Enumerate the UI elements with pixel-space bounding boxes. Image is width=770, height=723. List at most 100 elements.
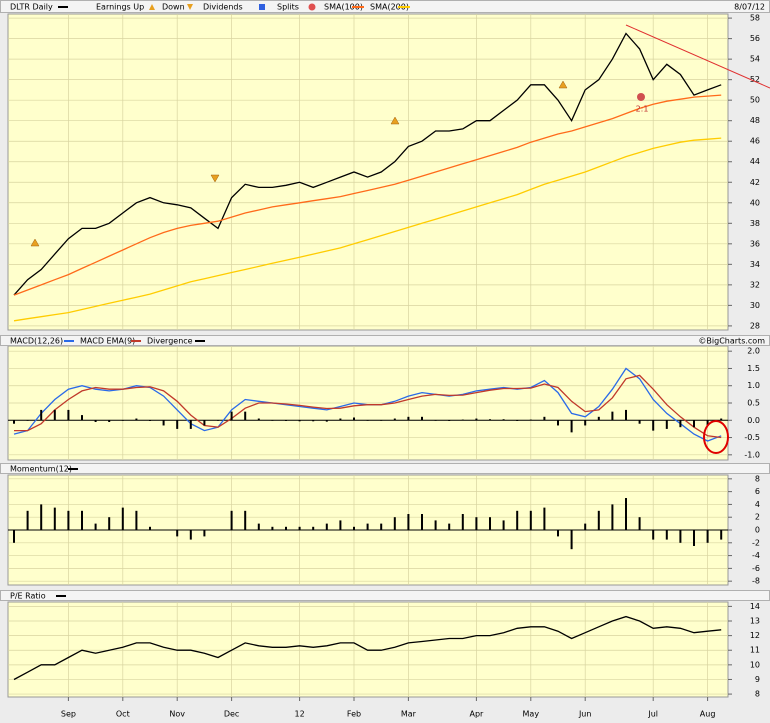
- y-tick-label: 2: [755, 513, 760, 522]
- x-tick-label: Apr: [469, 710, 484, 719]
- y-tick-label: 1.0: [747, 381, 760, 390]
- bar: [421, 514, 423, 530]
- earnings-up: [558, 80, 568, 89]
- bar: [611, 411, 614, 421]
- bar: [353, 417, 355, 421]
- bar: [13, 530, 15, 543]
- bar: [135, 510, 138, 530]
- y-tick-label: 28: [750, 321, 760, 330]
- bar: [121, 507, 124, 530]
- bar: [638, 420, 641, 424]
- bar: [108, 517, 111, 530]
- bar: [461, 419, 464, 421]
- line: [13, 615, 722, 681]
- bar: [257, 418, 260, 421]
- bar: [298, 526, 301, 530]
- bar: [40, 409, 43, 421]
- x-tick-label: 12: [295, 710, 305, 719]
- x-tick-label: Feb: [347, 710, 361, 719]
- split-marker: [637, 93, 645, 101]
- bar: [489, 517, 491, 530]
- bar: [434, 420, 437, 421]
- bar: [203, 420, 206, 426]
- bar: [679, 530, 682, 543]
- x-tick-label: Mar: [401, 710, 417, 719]
- bar: [53, 507, 56, 530]
- bar: [597, 416, 600, 421]
- bar: [516, 420, 519, 421]
- bar: [189, 420, 192, 429]
- y-tick-label: 13: [750, 617, 760, 626]
- bar: [393, 418, 396, 421]
- bar: [502, 419, 505, 421]
- bar: [421, 416, 423, 421]
- bar: [489, 419, 491, 421]
- bar: [557, 420, 559, 426]
- y-tick-label: 2.0: [747, 347, 760, 356]
- bar: [502, 520, 505, 530]
- y-tick-label: 48: [750, 116, 760, 125]
- y-tick-label: 40: [750, 198, 760, 207]
- x-tick-label: Dec: [224, 710, 239, 719]
- bar: [94, 523, 97, 530]
- y-tick-label: 4: [755, 500, 760, 509]
- legend-label: Down: [162, 3, 185, 12]
- bar: [529, 510, 532, 530]
- bar: [557, 530, 559, 537]
- header: [0, 590, 770, 601]
- legend-label: P/E Ratio: [10, 592, 46, 601]
- line: [13, 137, 722, 322]
- bar: [665, 420, 668, 429]
- bar: [584, 523, 587, 530]
- legend-label: Earnings Up: [96, 3, 144, 12]
- bar: [53, 409, 56, 421]
- y-tick-label: 9: [755, 675, 760, 684]
- legend-icon: [308, 3, 316, 11]
- bar: [108, 420, 111, 422]
- legend-label: Divergence: [147, 337, 193, 346]
- bar: [312, 420, 315, 422]
- bar: [67, 510, 70, 530]
- annotation: 2:1: [636, 105, 649, 114]
- bar: [407, 514, 410, 530]
- bar: [285, 420, 287, 421]
- legend-label: Splits: [277, 3, 299, 12]
- y-tick-label: 46: [750, 137, 760, 146]
- y-tick-label: 11: [750, 646, 760, 655]
- bar: [543, 507, 546, 530]
- y-tick-label: 8: [755, 690, 760, 699]
- y-tick-label: 38: [750, 219, 760, 228]
- bar: [135, 418, 138, 421]
- bar: [706, 530, 709, 543]
- bar: [271, 420, 274, 421]
- bar: [380, 420, 383, 421]
- legend-label: SMA(200): [370, 3, 409, 12]
- bar: [693, 530, 695, 546]
- bar: [366, 523, 369, 530]
- y-tick-label: 56: [750, 34, 760, 43]
- header: [0, 463, 770, 474]
- y-tick-label: 0.0: [747, 416, 760, 425]
- bar: [271, 526, 274, 530]
- y-tick-label: 10: [750, 660, 760, 669]
- bar: [189, 530, 192, 540]
- legend-label: MACD EMA(9): [80, 337, 135, 346]
- legend-icon: [149, 4, 155, 10]
- bar: [625, 498, 627, 530]
- y-tick-label: 1.5: [747, 364, 760, 373]
- bar: [162, 530, 165, 531]
- credit: ©BigCharts.com: [698, 337, 765, 346]
- bar: [339, 520, 342, 530]
- bar: [353, 526, 355, 530]
- y-tick-label: 0.5: [747, 399, 760, 408]
- bar: [693, 420, 695, 428]
- bar: [81, 510, 83, 530]
- bar: [570, 420, 573, 433]
- x-tick-label: Nov: [169, 710, 185, 719]
- y-tick-label: 30: [750, 301, 760, 310]
- bar: [706, 420, 709, 426]
- bar: [26, 420, 29, 421]
- bar: [217, 420, 219, 421]
- y-tick-label: -0.5: [744, 433, 760, 442]
- legend-label: Momentum(12): [10, 465, 72, 474]
